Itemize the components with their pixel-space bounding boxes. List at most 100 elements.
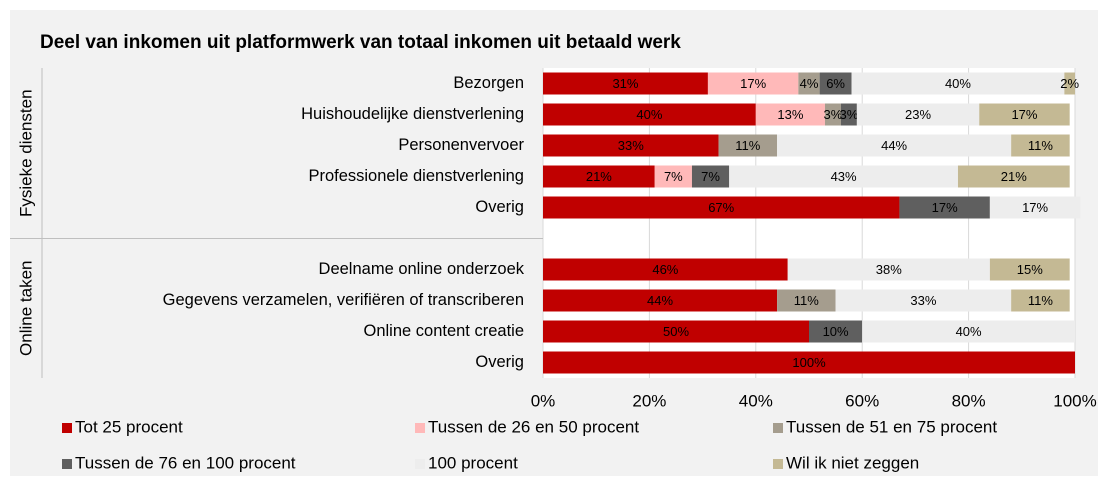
y-tick-label: Huishoudelijke dienstverlening xyxy=(301,105,524,123)
bar-segment xyxy=(691,165,730,188)
legend-swatch xyxy=(415,423,425,433)
y-tick-label: Gegevens verzamelen, verifiëren of trans… xyxy=(163,291,524,309)
value-label: 33% xyxy=(618,138,644,153)
y-tick-label: Overig xyxy=(475,198,524,216)
y-tick-label: Bezorgen xyxy=(453,74,524,92)
bar-segment xyxy=(856,103,980,126)
value-label: 38% xyxy=(876,262,902,277)
value-label: 11% xyxy=(1028,293,1053,308)
legend-swatch xyxy=(773,459,783,469)
value-label: 40% xyxy=(636,107,662,122)
bar-segment xyxy=(755,103,825,126)
bar-segment xyxy=(840,103,857,126)
legend-label: Tussen de 51 en 75 procent xyxy=(786,417,997,436)
value-label: 3% xyxy=(824,107,843,122)
value-label: 46% xyxy=(652,262,678,277)
value-label: 11% xyxy=(794,293,819,308)
bar-segment xyxy=(862,320,1075,343)
bar-segment xyxy=(543,165,655,188)
y-tick-label: Online content creatie xyxy=(363,322,524,340)
bar-segment xyxy=(543,351,1075,374)
bar-segment xyxy=(777,289,836,312)
value-label: 67% xyxy=(708,200,734,215)
bar-segment xyxy=(543,103,756,126)
legend-label: Tussen de 26 en 50 procent xyxy=(428,417,639,436)
y-tick-label: Professionele dienstverlening xyxy=(308,167,524,185)
value-label: 21% xyxy=(586,169,612,184)
bar-segment xyxy=(979,103,1070,126)
value-label: 17% xyxy=(932,200,958,215)
bar-segment xyxy=(851,72,1065,95)
value-label: 11% xyxy=(735,138,760,153)
x-tick-label: 100% xyxy=(1053,391,1096,410)
value-label: 2% xyxy=(1060,76,1079,91)
chart-title: Deel van inkomen uit platformwerk van to… xyxy=(40,32,681,53)
bar-segment xyxy=(1064,72,1075,95)
x-tick-label: 0% xyxy=(531,391,556,410)
bar-segment xyxy=(543,320,809,343)
value-label: 43% xyxy=(831,169,857,184)
value-label: 7% xyxy=(701,169,720,184)
bar-segment xyxy=(543,72,708,95)
y-tick-label: Personenvervoer xyxy=(398,136,524,154)
value-label: 40% xyxy=(945,76,971,91)
bar-segment xyxy=(543,289,778,312)
bar-segment xyxy=(729,165,958,188)
y-tick-label: Overig xyxy=(475,353,524,371)
value-label: 10% xyxy=(823,324,849,339)
value-label: 17% xyxy=(1022,200,1048,215)
value-label: 3% xyxy=(840,107,859,122)
value-label: 6% xyxy=(826,76,845,91)
bar-segment xyxy=(809,320,863,343)
group-label: Fysieke diensten xyxy=(16,89,35,217)
value-label: 21% xyxy=(1001,169,1027,184)
legend-label: Tussen de 76 en 100 procent xyxy=(75,453,296,472)
bar-segment xyxy=(819,72,852,95)
value-label: 11% xyxy=(1028,138,1053,153)
bar-segment xyxy=(989,258,1070,281)
value-label: 4% xyxy=(800,76,819,91)
bar-segment xyxy=(777,134,1012,157)
bar-segment xyxy=(543,196,900,219)
legend-swatch xyxy=(62,459,72,469)
bar-segment xyxy=(718,134,778,157)
value-label: 31% xyxy=(612,76,638,91)
bar-segment xyxy=(1011,134,1070,157)
value-label: 17% xyxy=(740,76,766,91)
value-label: 33% xyxy=(910,293,936,308)
value-label: 13% xyxy=(777,107,803,122)
legend-label: Tot 25 procent xyxy=(75,417,183,436)
bar-segment xyxy=(543,134,719,157)
x-tick-label: 40% xyxy=(739,391,773,410)
bar-segment xyxy=(707,72,799,95)
y-tick-label: Deelname online onderzoek xyxy=(319,260,525,278)
legend-label: 100 procent xyxy=(428,453,518,472)
bar-segment xyxy=(824,103,841,126)
value-label: 7% xyxy=(664,169,683,184)
value-label: 44% xyxy=(881,138,907,153)
bar-segment xyxy=(787,258,990,281)
bar-segment xyxy=(543,258,788,281)
legend-swatch xyxy=(773,423,783,433)
bar-segment xyxy=(654,165,692,188)
x-tick-label: 60% xyxy=(845,391,879,410)
value-label: 23% xyxy=(905,107,931,122)
value-label: 100% xyxy=(792,355,826,370)
group-label: Online taken xyxy=(16,261,35,356)
value-label: 50% xyxy=(663,324,689,339)
value-label: 44% xyxy=(647,293,673,308)
bar-segment xyxy=(989,196,1081,219)
bar-segment xyxy=(835,289,1012,312)
bar-segment xyxy=(899,196,990,219)
legend-label: Wil ik niet zeggen xyxy=(786,453,919,472)
value-label: 17% xyxy=(1011,107,1037,122)
x-tick-label: 80% xyxy=(952,391,986,410)
bar-segment xyxy=(798,72,820,95)
x-tick-label: 20% xyxy=(632,391,666,410)
value-label: 15% xyxy=(1017,262,1043,277)
bar-segment xyxy=(957,165,1070,188)
bar-segment xyxy=(1011,289,1070,312)
value-label: 40% xyxy=(956,324,982,339)
legend-swatch xyxy=(415,459,425,469)
